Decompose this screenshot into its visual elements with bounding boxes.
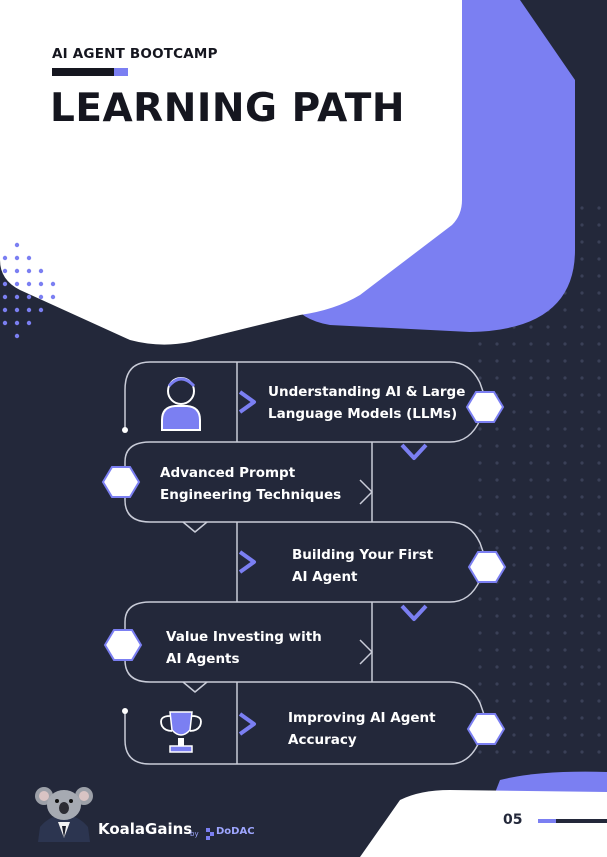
dodac-logo-icon <box>206 828 214 840</box>
path-start-dot <box>122 427 128 433</box>
path-end-dot <box>122 708 128 714</box>
eyebrow-underline-accent <box>114 68 128 76</box>
footer-panel-right <box>360 790 607 857</box>
hexagon-nodes <box>101 391 507 745</box>
step-1-label: Understanding AI & Large Language Models… <box>268 384 466 422</box>
page-title: LEARNING PATH <box>50 86 405 131</box>
page-number-bar-dark <box>556 819 607 823</box>
header-panel <box>0 0 462 345</box>
page-number: 05 <box>503 812 523 828</box>
koala-mascot-icon <box>35 787 93 842</box>
step-4-label: Value Investing with AI Agents <box>166 629 322 667</box>
path-chevrons <box>182 390 428 736</box>
trophy-icon <box>160 711 202 753</box>
eyebrow-title: AI AGENT BOOTCAMP <box>52 46 218 62</box>
step-3-label: Building Your First AI Agent <box>292 547 434 585</box>
step-2-label: Advanced Prompt Engineering Techniques <box>160 465 342 503</box>
step-5-label: Improving AI Agent Accuracy <box>288 710 436 748</box>
brand-by-label: by <box>190 830 199 838</box>
learning-path-lines <box>124 361 488 765</box>
company-name: DoDAC <box>216 826 255 837</box>
dot-cluster-left <box>2 242 56 339</box>
page-number-bar <box>538 819 556 823</box>
person-icon <box>161 377 201 431</box>
eyebrow-underline <box>52 68 114 76</box>
brand-name: KoalaGains <box>98 820 193 838</box>
